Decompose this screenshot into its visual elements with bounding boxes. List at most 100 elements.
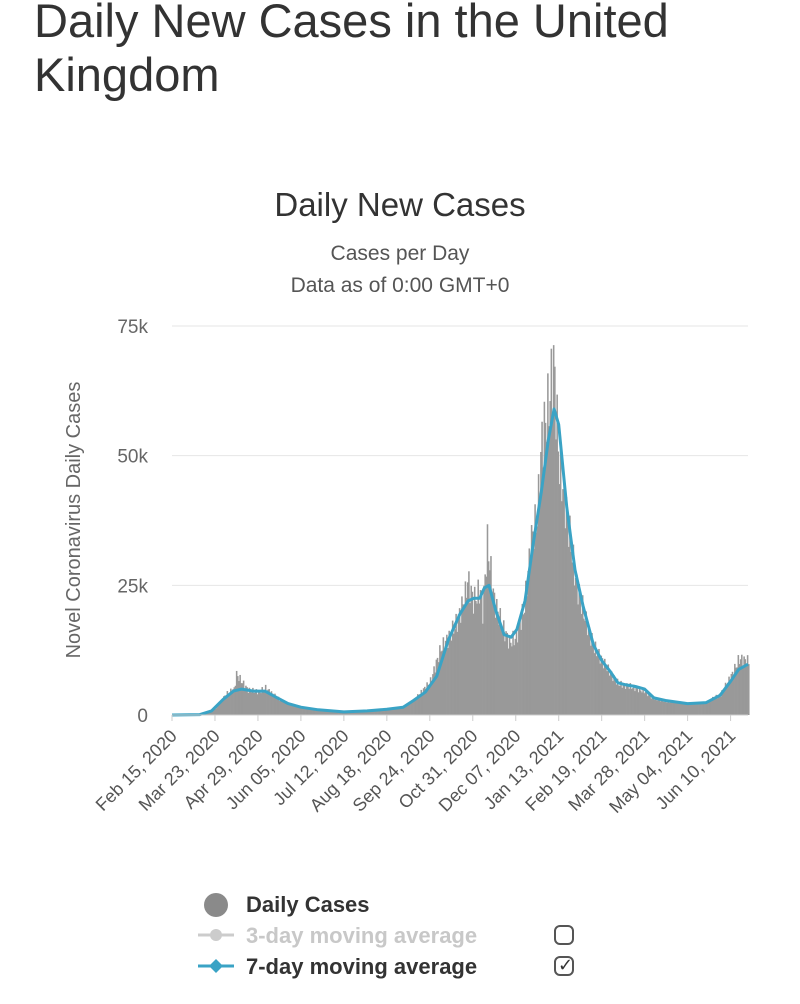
- daily-cases-bar[interactable]: [470, 585, 473, 715]
- daily-cases-bar[interactable]: [678, 703, 680, 715]
- daily-cases-bar[interactable]: [649, 694, 651, 715]
- daily-cases-bar[interactable]: [314, 708, 317, 715]
- daily-cases-bar[interactable]: [708, 700, 711, 715]
- daily-cases-bar[interactable]: [232, 689, 234, 715]
- daily-cases-bar[interactable]: [372, 710, 375, 715]
- daily-cases-bar[interactable]: [613, 675, 615, 715]
- daily-cases-bar[interactable]: [436, 657, 439, 715]
- daily-cases-bar[interactable]: [630, 688, 633, 715]
- daily-cases-bar[interactable]: [242, 680, 245, 715]
- daily-cases-bar[interactable]: [374, 710, 376, 715]
- daily-cases-bar[interactable]: [509, 642, 512, 715]
- daily-cases-bar[interactable]: [499, 608, 502, 715]
- daily-cases-bar[interactable]: [250, 692, 253, 715]
- daily-cases-bar[interactable]: [426, 682, 428, 715]
- daily-cases-bar[interactable]: [247, 692, 250, 715]
- daily-cases-bar[interactable]: [261, 687, 263, 715]
- daily-cases-bar[interactable]: [663, 701, 665, 715]
- daily-cases-bar[interactable]: [455, 613, 457, 715]
- daily-cases-bar[interactable]: [554, 366, 556, 715]
- daily-cases-bar[interactable]: [497, 611, 499, 715]
- daily-cases-bar[interactable]: [490, 556, 492, 715]
- daily-cases-bar[interactable]: [721, 690, 723, 715]
- daily-cases-bar[interactable]: [677, 702, 679, 715]
- daily-cases-bar[interactable]: [453, 633, 455, 715]
- daily-cases-bar[interactable]: [521, 604, 524, 715]
- daily-cases-bar[interactable]: [212, 709, 215, 715]
- daily-cases-bar[interactable]: [244, 688, 246, 715]
- daily-cases-bar[interactable]: [674, 702, 677, 715]
- daily-cases-bar[interactable]: [293, 705, 296, 715]
- daily-cases-bar[interactable]: [317, 709, 319, 715]
- daily-cases-bar[interactable]: [571, 562, 574, 715]
- daily-cases-bar[interactable]: [363, 710, 366, 715]
- daily-cases-bar[interactable]: [419, 694, 421, 715]
- daily-cases-bar[interactable]: [424, 686, 426, 715]
- daily-cases-bar[interactable]: [724, 682, 727, 715]
- daily-cases-bar[interactable]: [290, 704, 293, 715]
- daily-cases-bar[interactable]: [327, 710, 330, 715]
- daily-cases-bar[interactable]: [653, 699, 656, 715]
- daily-cases-bar[interactable]: [448, 630, 450, 715]
- daily-cases-bar[interactable]: [519, 620, 521, 715]
- daily-cases-bar[interactable]: [681, 703, 684, 715]
- daily-cases-bar[interactable]: [698, 703, 700, 715]
- daily-cases-bar[interactable]: [401, 707, 404, 715]
- daily-cases-bar[interactable]: [292, 705, 295, 715]
- daily-cases-bar[interactable]: [304, 707, 306, 715]
- daily-cases-bar[interactable]: [637, 692, 640, 715]
- daily-cases-bar[interactable]: [376, 709, 378, 715]
- daily-cases-bar[interactable]: [648, 693, 650, 715]
- daily-cases-bar[interactable]: [640, 690, 642, 715]
- daily-cases-bar[interactable]: [213, 709, 216, 715]
- daily-cases-bar[interactable]: [494, 617, 497, 715]
- daily-cases-bar[interactable]: [573, 585, 576, 715]
- daily-cases-bar[interactable]: [543, 401, 546, 715]
- daily-cases-bar[interactable]: [254, 691, 257, 715]
- daily-cases-bar[interactable]: [672, 702, 675, 715]
- daily-cases-bar[interactable]: [255, 689, 258, 715]
- daily-cases-bar[interactable]: [237, 676, 239, 715]
- daily-cases-bar[interactable]: [635, 687, 637, 715]
- daily-cases-bar[interactable]: [670, 702, 672, 715]
- daily-cases-bar[interactable]: [408, 704, 411, 715]
- daily-cases-bar[interactable]: [707, 701, 709, 715]
- daily-cases-bar[interactable]: [234, 685, 237, 715]
- daily-cases-bar[interactable]: [299, 706, 302, 715]
- daily-cases-bar[interactable]: [621, 687, 623, 715]
- daily-cases-bar[interactable]: [528, 548, 531, 715]
- daily-cases-bar[interactable]: [333, 711, 335, 715]
- daily-cases-bar[interactable]: [576, 574, 578, 715]
- daily-cases-bar[interactable]: [561, 501, 563, 715]
- daily-cases-bar[interactable]: [457, 614, 460, 715]
- daily-cases-bar[interactable]: [541, 421, 543, 715]
- daily-cases-bar[interactable]: [673, 702, 676, 715]
- daily-cases-bar[interactable]: [604, 658, 606, 715]
- daily-cases-bar[interactable]: [343, 711, 346, 715]
- daily-cases-bar[interactable]: [535, 532, 538, 715]
- daily-cases-bar[interactable]: [617, 685, 620, 715]
- daily-cases-bar[interactable]: [269, 694, 272, 715]
- daily-cases-bar[interactable]: [461, 596, 463, 715]
- daily-cases-bar[interactable]: [377, 710, 380, 715]
- daily-cases-bar[interactable]: [659, 701, 662, 715]
- daily-cases-bar[interactable]: [227, 693, 230, 715]
- daily-cases-bar[interactable]: [518, 623, 520, 715]
- daily-cases-bar[interactable]: [339, 711, 341, 715]
- daily-cases-bar[interactable]: [730, 674, 733, 715]
- daily-cases-bar[interactable]: [346, 711, 348, 715]
- daily-cases-bar[interactable]: [662, 701, 664, 715]
- daily-cases-bar[interactable]: [466, 582, 469, 715]
- daily-cases-bar[interactable]: [369, 710, 371, 715]
- daily-cases-bar[interactable]: [746, 655, 749, 715]
- daily-cases-bar[interactable]: [742, 666, 744, 715]
- daily-cases-bar[interactable]: [537, 474, 540, 715]
- daily-cases-bar[interactable]: [605, 667, 607, 715]
- daily-cases-bar[interactable]: [391, 708, 394, 715]
- daily-cases-bar[interactable]: [225, 696, 227, 715]
- daily-cases-bar[interactable]: [533, 548, 535, 715]
- daily-cases-bar[interactable]: [267, 689, 269, 715]
- daily-cases-bar[interactable]: [706, 701, 708, 715]
- daily-cases-bar[interactable]: [584, 620, 586, 715]
- daily-cases-bar[interactable]: [335, 711, 338, 715]
